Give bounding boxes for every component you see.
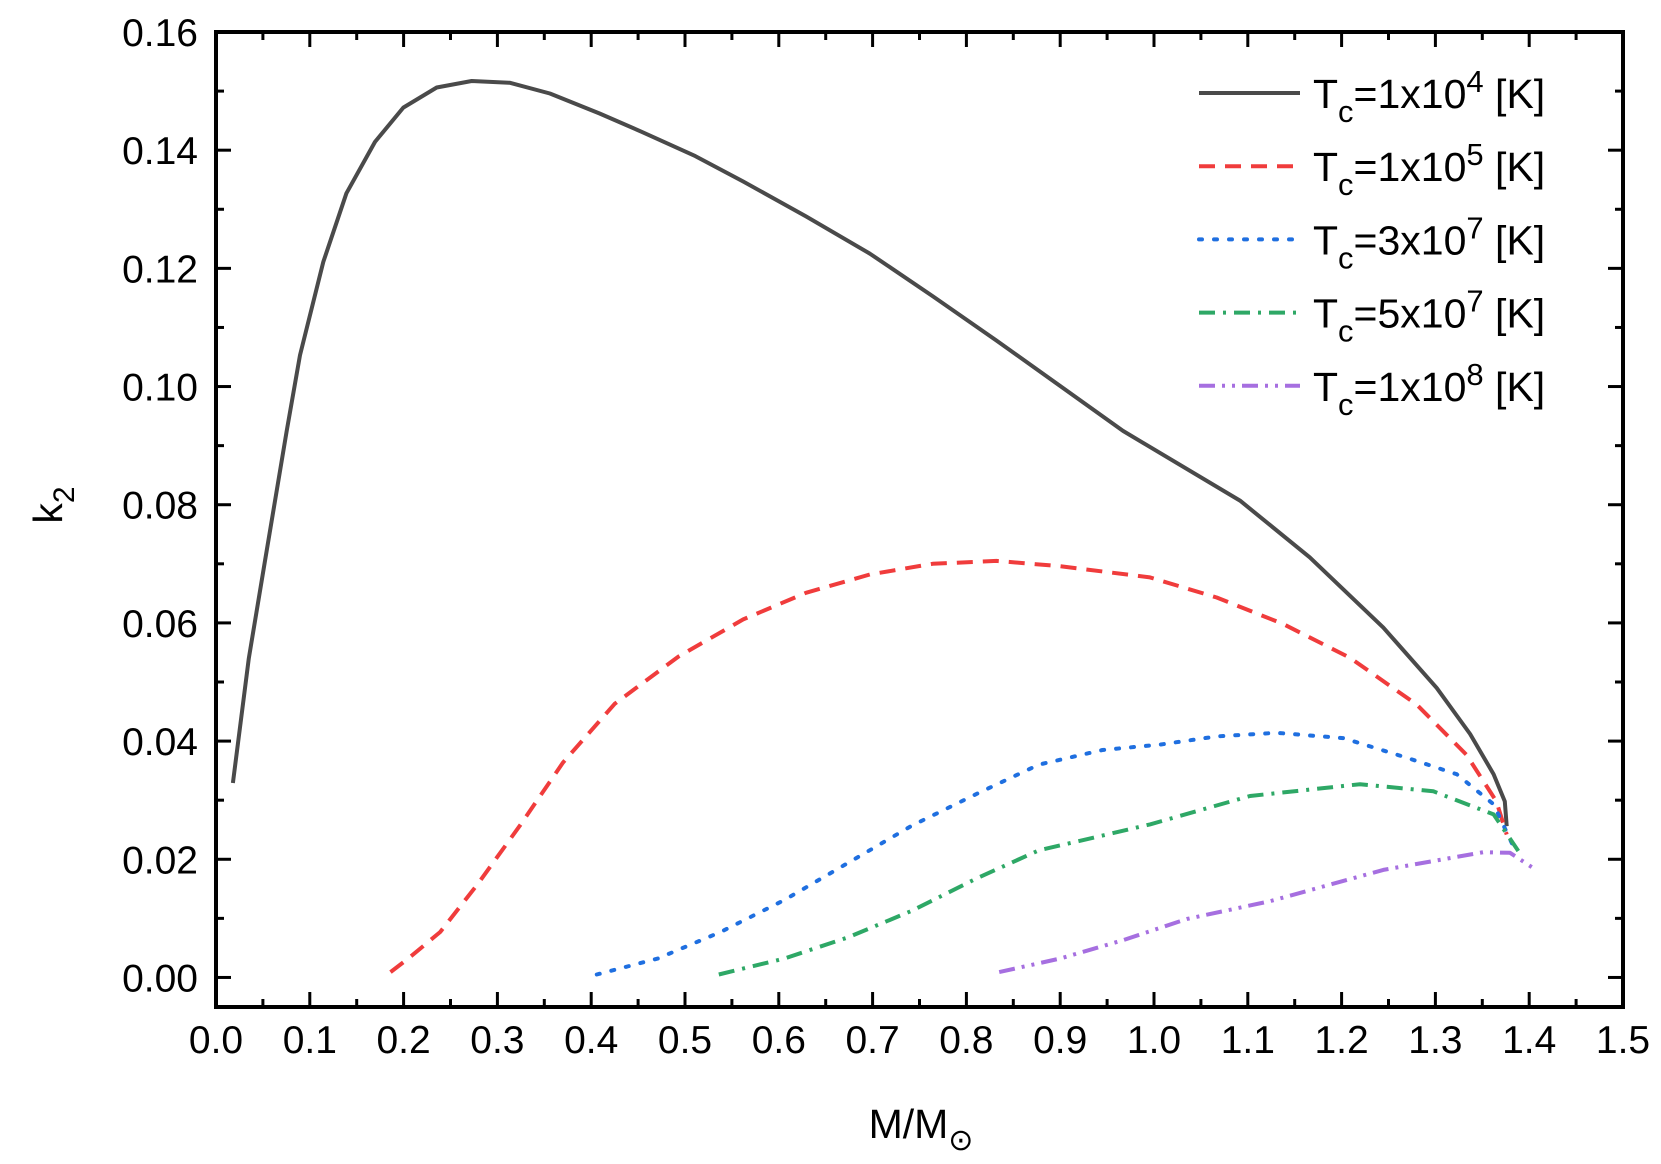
y-axis-title-main: k bbox=[25, 503, 71, 524]
series-line bbox=[230, 79, 1509, 827]
legend-label-mid: =3x10 bbox=[1354, 217, 1467, 263]
y-tick-label: 0.16 bbox=[122, 12, 198, 55]
legend-item: Tc=1x105 [K] bbox=[1199, 137, 1545, 202]
legend-label-unit: [K] bbox=[1484, 144, 1546, 190]
x-tick-label: 1.2 bbox=[1314, 1019, 1368, 1062]
legend-label-mid: =1x10 bbox=[1354, 71, 1467, 117]
legend-label-mid: =5x10 bbox=[1354, 291, 1467, 337]
legend-label-unit: [K] bbox=[1484, 291, 1546, 337]
series-line bbox=[718, 782, 1520, 977]
y-tick-label: 0.08 bbox=[122, 485, 198, 528]
y-tick-label: 0.14 bbox=[122, 130, 198, 173]
legend-label-unit: [K] bbox=[1484, 217, 1546, 263]
series-line bbox=[389, 558, 1509, 974]
x-tick-label: 0.5 bbox=[658, 1019, 712, 1062]
y-axis-title: k2 bbox=[25, 486, 81, 523]
legend-label-sup: 7 bbox=[1466, 284, 1483, 319]
plot-frame bbox=[214, 30, 1625, 1009]
legend-label-sub: c bbox=[1338, 314, 1354, 349]
legend-label-sub: c bbox=[1338, 167, 1354, 202]
legend-label-sup: 4 bbox=[1466, 64, 1483, 99]
y-tick-label: 0.02 bbox=[122, 839, 198, 882]
y-tick-label: 0.10 bbox=[122, 367, 198, 410]
x-tick-labels: 0.0 0.1 0.2 0.3 0.4 0.5 0.6 0.7 0.8 0.9 1.0 1.1 1.2 1… bbox=[189, 1019, 1650, 1062]
legend-label: Tc=3x107 [K] bbox=[1313, 210, 1545, 275]
x-tick-label: 0.0 bbox=[189, 1019, 243, 1062]
x-tick-label: 0.8 bbox=[939, 1019, 993, 1062]
x-tick-label: 0.4 bbox=[564, 1019, 618, 1062]
y-tick-label: 0.00 bbox=[122, 957, 198, 1000]
y-tick-label: 0.04 bbox=[122, 721, 198, 764]
x-tick-label: 0.3 bbox=[470, 1019, 524, 1062]
x-axis-title: M/M⊙ bbox=[869, 1101, 974, 1157]
x-tick-label: 1.4 bbox=[1502, 1019, 1556, 1062]
legend-label: Tc=5x107 [K] bbox=[1313, 284, 1545, 349]
legend-label: Tc=1x108 [K] bbox=[1313, 357, 1545, 422]
x-axis-title-sub: ⊙ bbox=[948, 1124, 973, 1157]
legend-label-sub: c bbox=[1338, 94, 1354, 129]
legend-label-sup: 8 bbox=[1466, 357, 1483, 392]
legend-label: Tc=1x105 [K] bbox=[1313, 137, 1545, 202]
legend-label-base: T bbox=[1313, 144, 1338, 190]
legend-item: Tc=3x107 [K] bbox=[1197, 210, 1545, 275]
x-tick-label: 1.5 bbox=[1596, 1019, 1650, 1062]
legend-label: Tc=1x104 [K] bbox=[1313, 64, 1545, 129]
series-line bbox=[998, 850, 1535, 975]
series-lines bbox=[230, 79, 1535, 977]
legend-label-base: T bbox=[1313, 217, 1338, 263]
legend-label-mid: =1x10 bbox=[1354, 144, 1467, 190]
x-tick-label: 1.0 bbox=[1127, 1019, 1181, 1062]
x-tick-label: 0.7 bbox=[845, 1019, 899, 1062]
y-tick-labels: 0.00 0.02 0.04 0.06 0.08 0.10 0.12 0.14 0.16 bbox=[122, 12, 198, 1000]
x-tick-label: 1.1 bbox=[1221, 1019, 1275, 1062]
legend-label-mid: =1x10 bbox=[1354, 364, 1467, 410]
legend-item: Tc=5x107 [K] bbox=[1199, 284, 1545, 349]
legend-label-base: T bbox=[1313, 291, 1338, 337]
legend-label-sup: 7 bbox=[1466, 210, 1483, 245]
legend-label-sub: c bbox=[1338, 240, 1354, 275]
legend: Tc=1x104 [K]Tc=1x105 [K]Tc=3x107 [K]Tc=5… bbox=[1197, 64, 1545, 422]
x-tick-label: 0.9 bbox=[1033, 1019, 1087, 1062]
x-tick-label: 0.2 bbox=[376, 1019, 430, 1062]
legend-label-base: T bbox=[1313, 364, 1338, 410]
y-tick-label: 0.06 bbox=[122, 603, 198, 646]
series-line bbox=[594, 730, 1516, 977]
x-tick-label: 0.6 bbox=[752, 1019, 806, 1062]
legend-item: Tc=1x108 [K] bbox=[1199, 357, 1545, 422]
x-tick-label: 0.1 bbox=[283, 1019, 337, 1062]
legend-label-unit: [K] bbox=[1484, 71, 1546, 117]
legend-label-unit: [K] bbox=[1484, 364, 1546, 410]
y-axis-title-sub: 2 bbox=[48, 486, 81, 503]
legend-label-sub: c bbox=[1338, 387, 1354, 422]
x-axis-title-main: M/M bbox=[869, 1101, 949, 1147]
x-tick-label: 1.3 bbox=[1408, 1019, 1462, 1062]
legend-label-base: T bbox=[1313, 71, 1338, 117]
legend-label-sup: 5 bbox=[1466, 137, 1483, 172]
legend-item: Tc=1x104 [K] bbox=[1199, 64, 1545, 129]
y-tick-label: 0.12 bbox=[122, 248, 198, 291]
